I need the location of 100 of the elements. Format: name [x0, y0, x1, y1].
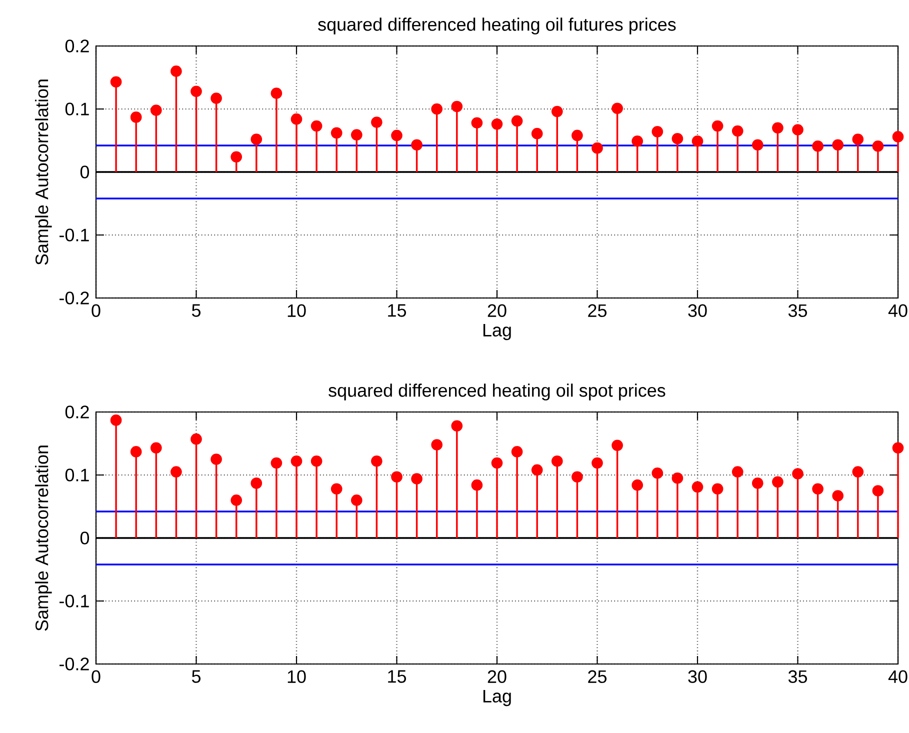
point — [110, 414, 122, 426]
x-tick-label: 25 — [588, 670, 607, 683]
point — [330, 127, 342, 139]
point — [451, 100, 463, 112]
point — [672, 472, 684, 484]
point — [772, 476, 784, 488]
y-tick-label: 0.1 — [65, 468, 89, 482]
point — [170, 66, 182, 77]
point — [692, 481, 704, 493]
point — [150, 104, 162, 116]
point — [592, 142, 603, 154]
point — [431, 439, 443, 450]
point — [531, 128, 543, 140]
x-tick-label: 15 — [388, 304, 406, 317]
point — [330, 483, 342, 495]
y-tick-label: 0 — [80, 532, 90, 544]
y-axis-title: Sample Autocorrelation — [35, 80, 52, 265]
x-tick-label: 40 — [888, 304, 908, 317]
x-tick-label: 30 — [688, 304, 707, 317]
point — [652, 467, 664, 479]
point — [672, 132, 684, 144]
point — [190, 433, 202, 445]
point — [632, 135, 644, 147]
y-tick-label: 0 — [80, 166, 90, 178]
point — [391, 471, 402, 483]
x-tick-label: 30 — [688, 670, 707, 683]
x-tick-label: 40 — [888, 670, 908, 683]
point — [812, 140, 824, 152]
point — [551, 106, 563, 118]
x-tick-label: 20 — [488, 304, 506, 317]
point — [752, 478, 764, 489]
point — [290, 455, 302, 467]
point — [491, 457, 503, 469]
y-tick-label: -0.2 — [60, 292, 89, 304]
point — [411, 473, 422, 484]
point — [110, 76, 122, 88]
point — [692, 135, 704, 147]
point — [391, 130, 402, 142]
point — [411, 139, 422, 151]
point — [772, 122, 784, 134]
point — [350, 494, 362, 506]
point — [832, 490, 844, 502]
point — [752, 139, 764, 151]
point — [270, 457, 282, 469]
y-tick-label: 0.2 — [65, 406, 89, 418]
point — [190, 86, 202, 98]
y-tick-label: 0.1 — [65, 102, 89, 116]
x-tick-label: 10 — [288, 304, 306, 317]
point — [130, 112, 142, 123]
point — [852, 134, 864, 145]
chart-title: squared differenced heating oil futures prices — [318, 18, 676, 34]
point — [612, 440, 623, 452]
point — [572, 130, 583, 142]
point — [632, 479, 644, 491]
point — [531, 464, 543, 476]
point — [491, 118, 503, 130]
point — [471, 479, 483, 491]
point — [511, 446, 523, 458]
y-tick-label: -0.1 — [60, 594, 89, 608]
point — [451, 420, 463, 432]
point — [270, 88, 282, 99]
point — [471, 117, 483, 129]
point — [230, 494, 242, 506]
point — [551, 455, 563, 467]
y-axis-title: Sample Autocorrelation — [35, 446, 52, 631]
point — [290, 113, 302, 125]
point — [310, 120, 322, 132]
point — [792, 468, 804, 480]
point — [310, 455, 322, 467]
point — [572, 471, 583, 483]
point — [852, 466, 864, 478]
point — [511, 115, 523, 127]
point — [250, 134, 262, 145]
x-tick-label: 5 — [192, 670, 201, 683]
point — [130, 446, 142, 458]
point — [371, 116, 382, 128]
y-tick-label: 0.2 — [65, 40, 89, 52]
point — [230, 151, 242, 163]
x-tick-label: 0 — [92, 670, 100, 683]
x-tick-label: 0 — [92, 304, 100, 317]
point — [250, 478, 262, 489]
point — [431, 103, 443, 115]
chart-title: squared differenced heating oil spot prices — [328, 384, 666, 400]
point — [712, 120, 724, 132]
point — [652, 126, 664, 138]
x-axis-title: Lag — [483, 324, 511, 340]
point — [371, 455, 382, 467]
x-tick-label: 20 — [488, 670, 506, 683]
point — [210, 92, 222, 104]
point — [350, 129, 362, 140]
x-tick-label: 35 — [788, 304, 808, 317]
x-tick-label: 15 — [388, 670, 406, 683]
point — [872, 485, 884, 496]
point — [732, 466, 744, 478]
point — [832, 139, 844, 151]
x-tick-label: 25 — [588, 304, 607, 317]
point — [712, 483, 724, 495]
point — [612, 102, 623, 114]
x-axis-title: Lag — [483, 690, 511, 706]
point — [732, 125, 744, 137]
